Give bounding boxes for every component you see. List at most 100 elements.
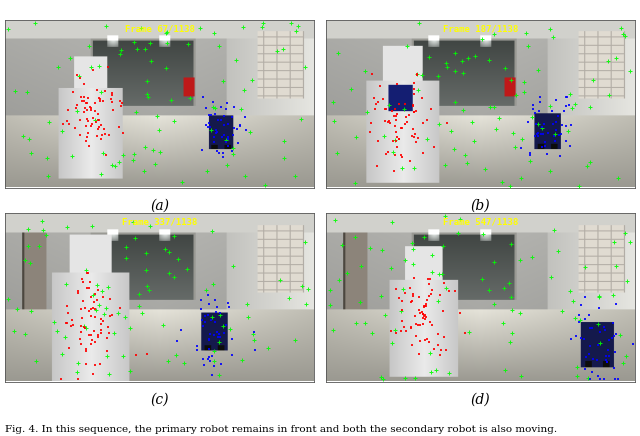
Point <box>550 138 560 145</box>
Point <box>140 143 150 150</box>
Point <box>383 119 393 126</box>
Point <box>452 230 463 237</box>
Point <box>99 311 109 318</box>
Point <box>376 246 387 253</box>
Point <box>214 371 224 378</box>
Point <box>169 118 179 125</box>
Point <box>595 376 605 383</box>
Point <box>42 154 52 161</box>
Point <box>214 338 224 345</box>
Point <box>209 363 220 370</box>
Point <box>397 298 408 305</box>
Point <box>333 50 344 57</box>
Point <box>222 100 232 107</box>
Point <box>599 324 609 330</box>
Point <box>369 95 380 102</box>
Point <box>65 323 76 330</box>
Point <box>611 330 621 337</box>
Point <box>412 322 422 329</box>
Point <box>328 98 338 105</box>
Point <box>131 109 141 116</box>
Point <box>104 296 115 303</box>
Point <box>346 85 356 92</box>
Point <box>88 292 98 299</box>
Point <box>79 97 89 104</box>
Point <box>462 160 472 167</box>
Point <box>454 216 465 223</box>
Point <box>104 371 115 378</box>
Point <box>424 339 435 346</box>
Point <box>63 310 73 317</box>
Point <box>550 131 561 138</box>
Point <box>247 77 257 84</box>
Point <box>106 95 116 102</box>
Text: Frame 67/1138: Frame 67/1138 <box>125 24 195 34</box>
Point <box>96 326 106 333</box>
Point <box>56 376 66 383</box>
Point <box>417 95 427 102</box>
Point <box>92 282 102 289</box>
Point <box>531 121 541 128</box>
Point <box>614 331 625 338</box>
Point <box>96 89 106 95</box>
Point <box>415 337 425 344</box>
Point <box>44 118 54 125</box>
Point <box>113 159 124 166</box>
Point <box>214 334 225 341</box>
Point <box>191 347 202 354</box>
Point <box>90 361 100 368</box>
Point <box>163 358 173 365</box>
Point <box>380 312 390 319</box>
Point <box>197 317 207 324</box>
Point <box>500 65 510 72</box>
Point <box>120 314 131 321</box>
Point <box>390 122 400 129</box>
Point <box>239 172 250 179</box>
Point <box>90 117 100 124</box>
Point <box>387 149 397 156</box>
Point <box>355 298 365 305</box>
Point <box>233 140 243 147</box>
Point <box>595 340 605 347</box>
Point <box>98 97 108 104</box>
Point <box>219 113 229 120</box>
Point <box>211 304 221 311</box>
Point <box>93 94 104 101</box>
Point <box>78 298 88 305</box>
Point <box>543 129 554 136</box>
Point <box>76 341 86 347</box>
Point <box>108 107 118 114</box>
Point <box>444 287 454 294</box>
Point <box>115 51 125 58</box>
Text: (a): (a) <box>150 199 169 213</box>
Point <box>106 98 116 105</box>
Point <box>420 316 430 323</box>
Point <box>441 59 451 66</box>
Point <box>609 365 620 372</box>
Point <box>73 287 83 294</box>
Point <box>394 294 404 301</box>
Point <box>80 105 90 112</box>
Point <box>242 300 252 307</box>
Point <box>525 152 535 159</box>
Point <box>607 334 617 341</box>
Point <box>102 353 113 360</box>
Point <box>72 107 83 114</box>
Point <box>92 307 102 314</box>
Point <box>241 127 251 134</box>
Point <box>164 269 175 276</box>
Point <box>239 87 249 94</box>
Point <box>200 286 211 293</box>
Point <box>236 106 246 112</box>
Point <box>419 313 429 320</box>
Point <box>396 152 406 159</box>
Point <box>143 93 154 100</box>
Point <box>402 42 412 49</box>
Point <box>464 328 474 335</box>
Point <box>433 73 443 80</box>
Point <box>571 332 581 339</box>
Point <box>561 122 571 129</box>
Point <box>438 243 448 250</box>
Point <box>604 337 614 344</box>
Point <box>84 279 95 286</box>
